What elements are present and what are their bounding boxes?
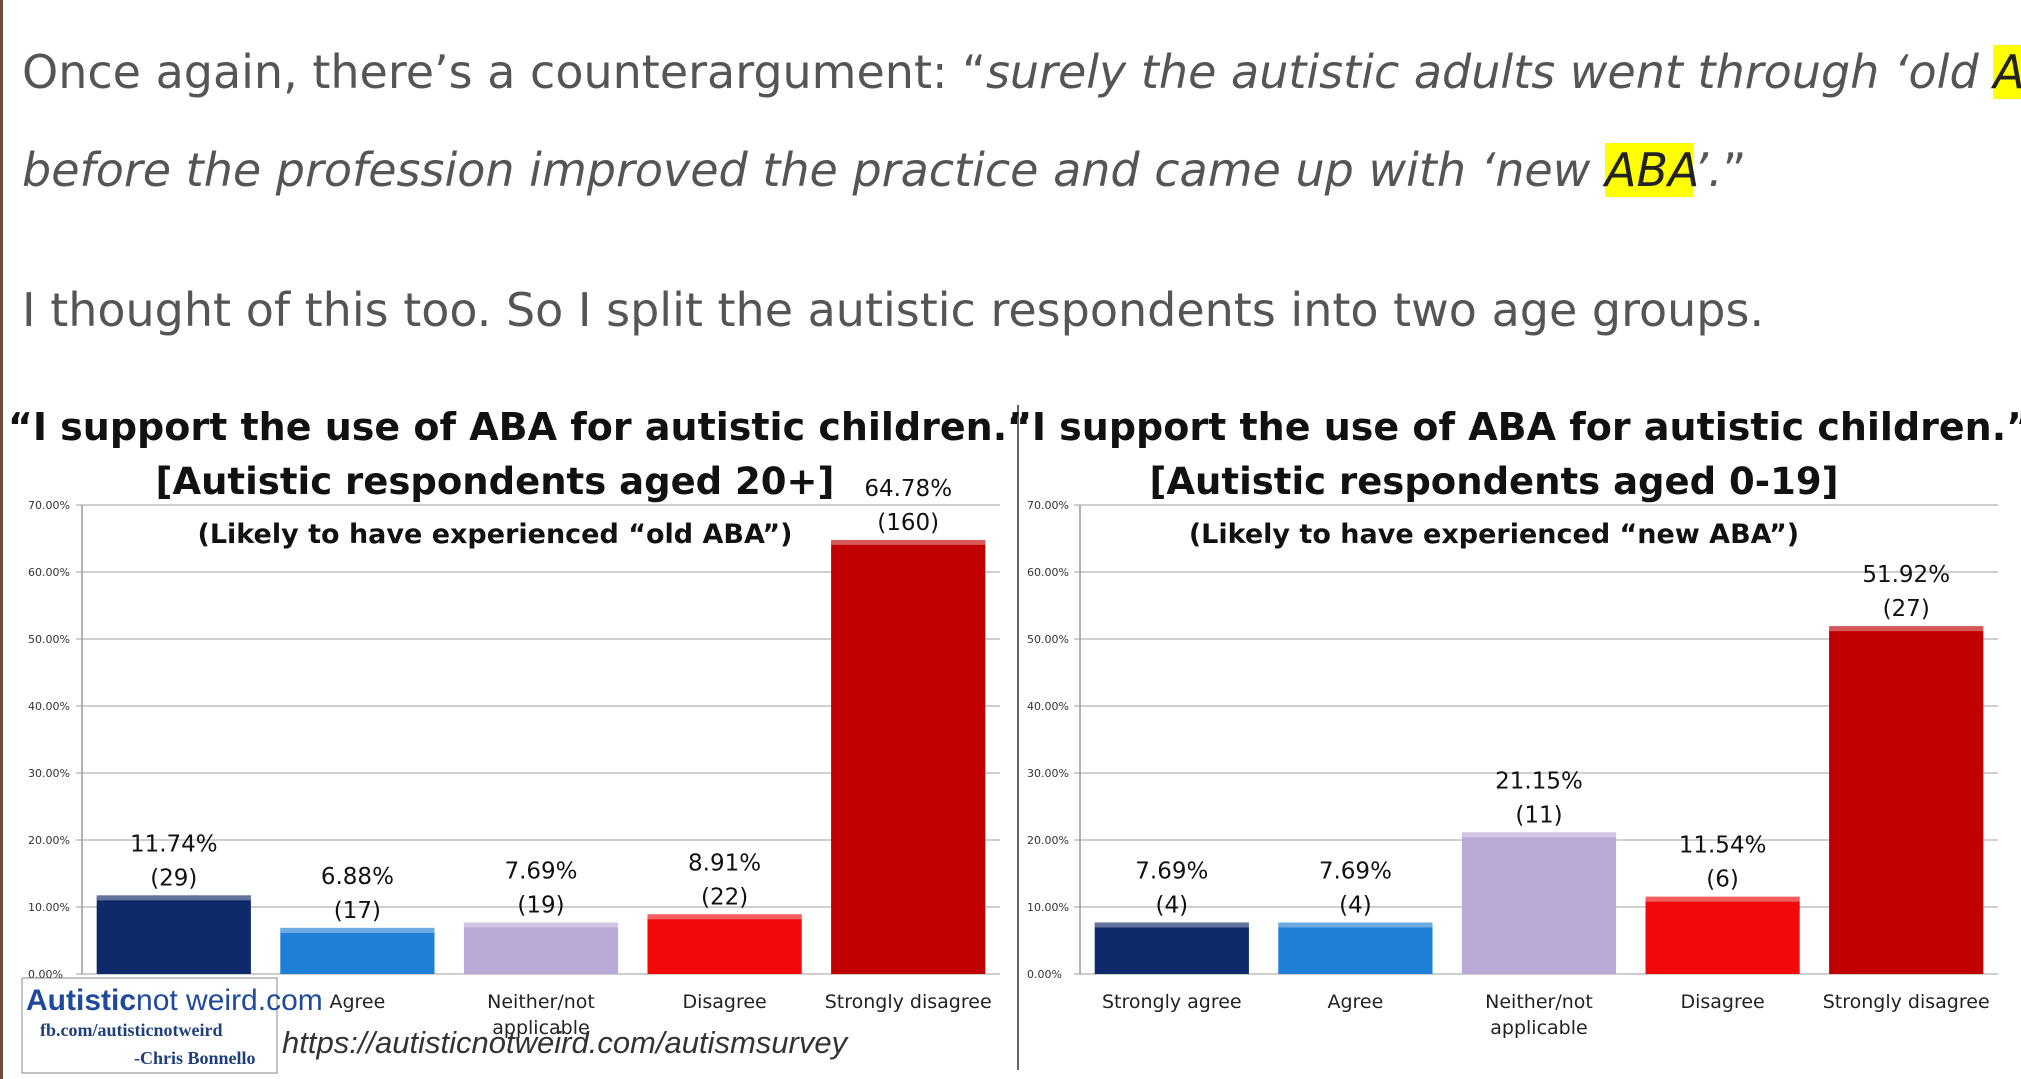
category-label: Strongly agree: [1102, 991, 1242, 1013]
y-tick-label: 50.00%: [1027, 633, 1069, 646]
chart-title: “I support the use of ABA for autistic c…: [8, 405, 1032, 449]
category-label-line2: applicable: [1490, 1017, 1587, 1039]
data-label-percent: 64.78%: [864, 476, 952, 502]
category-label: Neither/not: [1485, 991, 1593, 1013]
bar-sheen: [1461, 832, 1617, 838]
bar-5: [831, 539, 986, 974]
p2-quote-end: ”: [1722, 143, 1747, 197]
data-label-count: (17): [334, 898, 381, 924]
p2-italic: before the profession improved the pract…: [22, 143, 1605, 197]
survey-charts-image: 0.00% 10.00% 20.00% 30.00% 40.00% 50.00% 60.00…: [8, 405, 2021, 1074]
data-label-count: (29): [150, 865, 197, 891]
data-label-count: (27): [1883, 596, 1930, 622]
category-label: Disagree: [1680, 991, 1764, 1013]
watermark: Autisticnot weird.com fb.com/autisticnot…: [21, 977, 850, 1074]
category-label: Strongly disagree: [1823, 991, 1990, 1013]
paragraph-split: I thought of this too. So I split the au…: [22, 283, 1765, 337]
bar-sheen: [831, 539, 986, 545]
logo-notweird: not weird: [136, 984, 258, 1017]
y-tick-label: 40.00%: [28, 700, 70, 713]
bar-4: [647, 914, 802, 974]
bar-sheen: [280, 927, 435, 933]
left-border: [0, 0, 3, 1079]
y-tick-label: 10.00%: [1027, 901, 1069, 914]
bar-1: [1094, 922, 1249, 974]
bar-3: [463, 922, 619, 974]
logo-tld: .com: [258, 984, 323, 1017]
data-label-count: (22): [701, 884, 748, 910]
y-tick-label: 30.00%: [1027, 767, 1069, 780]
category-label: Agree: [1327, 991, 1383, 1013]
bar-2: [280, 927, 435, 974]
data-label-percent: 11.74%: [130, 831, 218, 857]
chart-subtitle: [Autistic respondents aged 20+]: [156, 460, 835, 503]
data-label-percent: 8.91%: [688, 850, 761, 876]
y-tick-label: 10.00%: [28, 901, 70, 914]
chart-subtitle-2: (Likely to have experienced “old ABA”): [198, 519, 793, 550]
p1-italic: surely the autistic adults went through …: [985, 45, 1994, 99]
data-label-count: (19): [517, 892, 564, 918]
y-tick-label: 20.00%: [28, 834, 70, 847]
y-tick-label: 60.00%: [28, 566, 70, 579]
data-label-count: (6): [1706, 867, 1739, 893]
chart-subtitle-2: (Likely to have experienced “new ABA”): [1189, 519, 1799, 550]
y-tick-label: 0.00%: [1027, 968, 1062, 981]
y-tick-label: 70.00%: [1027, 499, 1069, 512]
bar-sheen: [1829, 626, 1984, 632]
bar-sheen: [96, 895, 251, 901]
bar-sheen: [1645, 896, 1800, 902]
bar-2: [1278, 922, 1433, 974]
chart-title: “I support the use of ABA for autistic c…: [1007, 405, 2021, 449]
y-tick-label: 20.00%: [1027, 834, 1069, 847]
bar-3: [1461, 832, 1617, 974]
data-label-percent: 6.88%: [321, 864, 394, 890]
logo-text: Autisticnot weird.com: [26, 984, 323, 1017]
survey-url: https://autisticnotweird.com/autismsurve…: [282, 1025, 850, 1060]
chart-subtitle: [Autistic respondents aged 0-19]: [1150, 460, 1839, 503]
data-label-percent: 7.69%: [1135, 858, 1208, 884]
category-label: Disagree: [682, 991, 766, 1013]
data-label-percent: 11.54%: [1679, 833, 1767, 859]
y-tick-label: 60.00%: [1027, 566, 1069, 579]
logo-box: [21, 977, 278, 1074]
bar-4: [1645, 896, 1800, 974]
bar-sheen: [1094, 922, 1249, 928]
p1-text: Once again, there’s a counterargument: “: [22, 45, 986, 99]
y-tick-label: 50.00%: [28, 633, 70, 646]
bar-sheen: [647, 914, 802, 920]
paragraph-counterargument: Once again, there’s a counterargument: “…: [22, 42, 2021, 102]
data-label-count: (160): [877, 510, 939, 536]
data-label-count: (11): [1515, 802, 1562, 828]
category-label: Strongly disagree: [825, 991, 992, 1013]
bar-sheen: [463, 922, 619, 928]
chart-aged-20-plus: 0.00%10.00%20.00%30.00%40.00%50.00%60.00…: [8, 405, 1032, 1039]
chart-aged-0-19: 0.00% 10.00% 20.00% 30.00% 40.00% 50.00% 60.00…: [1007, 405, 2021, 1039]
category-label-line2: applicable: [492, 1017, 589, 1039]
search-highlight: ABA: [1993, 45, 2021, 99]
search-highlight: ABA: [1604, 143, 1694, 197]
bar-sheen: [1278, 922, 1433, 928]
logo-facebook: fb.com/autisticnotweird: [40, 1020, 222, 1040]
bar-5: [1829, 626, 1984, 974]
category-label: Agree: [329, 991, 385, 1013]
logo-autistic: Autistic: [26, 984, 136, 1017]
data-label-percent: 21.15%: [1495, 768, 1583, 794]
logo-author: -Chris Bonnello: [134, 1048, 256, 1068]
data-label-percent: 7.69%: [1319, 858, 1392, 884]
data-label-count: (4): [1156, 892, 1189, 918]
data-label-percent: 51.92%: [1862, 562, 1950, 588]
y-tick-label: 40.00%: [1027, 700, 1069, 713]
bar-1: [96, 895, 251, 974]
data-label-percent: 7.69%: [504, 858, 577, 884]
paragraph-continuation: before the profession improved the pract…: [22, 140, 1746, 200]
category-label: Neither/not: [487, 991, 595, 1013]
y-tick-label: 30.00%: [28, 767, 70, 780]
p2-italic-end: ’.: [1693, 143, 1723, 197]
data-label-count: (4): [1339, 892, 1372, 918]
y-tick-label: 70.00%: [28, 499, 70, 512]
